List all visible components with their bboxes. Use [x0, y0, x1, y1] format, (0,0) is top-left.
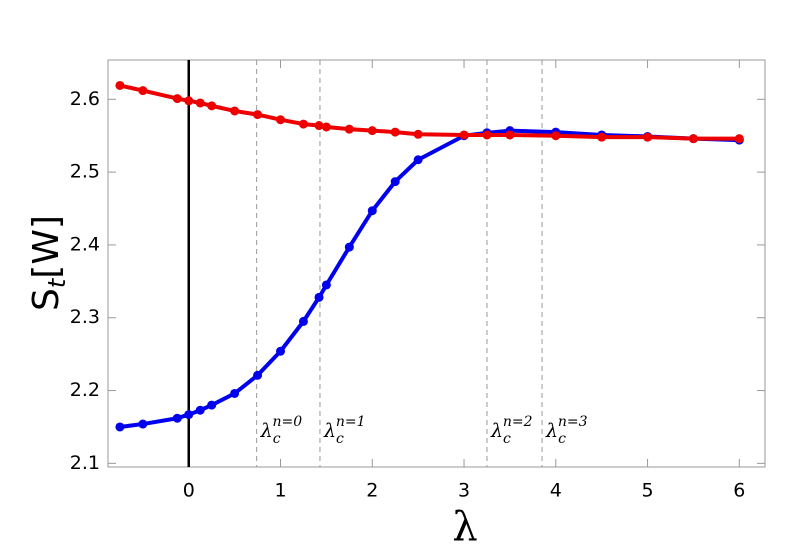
x-tick-label: 2 [366, 480, 378, 502]
point [138, 419, 148, 429]
x-tick-label: 3 [458, 480, 470, 502]
point [390, 177, 400, 187]
annotation-sup: n=3 [558, 414, 588, 430]
annotation-sub: c [503, 431, 511, 447]
point [314, 121, 324, 131]
point [344, 124, 354, 134]
series-line [119, 128, 740, 429]
y-axis-label-text: St[W] [26, 215, 71, 311]
point [115, 422, 125, 432]
annotation-symbol: λ [323, 420, 336, 442]
point [184, 96, 194, 106]
point [459, 130, 469, 140]
x-tick-label: 0 [183, 480, 195, 502]
x-tick-label: 1 [274, 480, 286, 502]
point [207, 400, 217, 410]
point [230, 106, 240, 116]
point [482, 130, 492, 140]
point [551, 131, 561, 141]
point [413, 129, 423, 139]
y-label-rest: [W] [26, 215, 67, 279]
point [195, 405, 205, 415]
series-line [119, 83, 740, 141]
point [321, 280, 331, 290]
point [207, 101, 217, 111]
point [138, 86, 148, 96]
point [643, 132, 653, 142]
point [597, 132, 607, 142]
point [688, 134, 698, 144]
point [390, 127, 400, 137]
point [298, 316, 308, 326]
annotation-symbol: λ [545, 420, 558, 442]
point [253, 370, 263, 380]
y-tick-label: 2.1 [70, 452, 100, 474]
annotation-sub: c [273, 431, 281, 447]
point [367, 126, 377, 136]
x-tick-label: 5 [642, 480, 654, 502]
point [172, 94, 182, 104]
annotation: λcn=1 [323, 414, 366, 447]
annotation-sub: c [336, 431, 344, 447]
y-axis-label: St[W] [26, 215, 71, 311]
annotation: λcn=3 [545, 414, 588, 447]
plot-frame [107, 59, 766, 468]
annotation-sup: n=0 [273, 414, 303, 430]
point [413, 155, 423, 165]
point [276, 115, 286, 125]
point [734, 134, 744, 144]
annotation: λcn=2 [490, 414, 533, 447]
annotation: λcn=0 [260, 414, 303, 447]
annotation-sup: n=1 [336, 414, 366, 430]
y-label-main: S [26, 288, 67, 311]
point [276, 346, 286, 356]
point [115, 80, 125, 90]
y-tick-label: 2.6 [70, 88, 100, 110]
x-tick-label: 4 [550, 480, 562, 502]
y-label-sub: t [43, 277, 71, 288]
point [253, 110, 263, 120]
y-tick-label: 2.4 [70, 233, 100, 255]
x-tick-label: 6 [733, 480, 745, 502]
y-tick-label: 2.5 [70, 161, 100, 183]
point [367, 206, 377, 216]
point [195, 98, 205, 108]
annotation-symbol: λ [490, 420, 503, 442]
point [172, 413, 182, 423]
annotation-sup: n=2 [503, 414, 533, 430]
point [184, 410, 194, 420]
point [298, 119, 308, 129]
point [321, 122, 331, 132]
x-axis-label: λ [452, 504, 477, 550]
point [344, 242, 354, 252]
point [230, 388, 240, 398]
annotation-symbol: λ [260, 420, 273, 442]
annotation-sub: c [558, 431, 566, 447]
y-tick-label: 2.2 [70, 379, 100, 401]
point [505, 130, 515, 140]
point [314, 292, 324, 302]
y-tick-label: 2.3 [70, 306, 100, 328]
